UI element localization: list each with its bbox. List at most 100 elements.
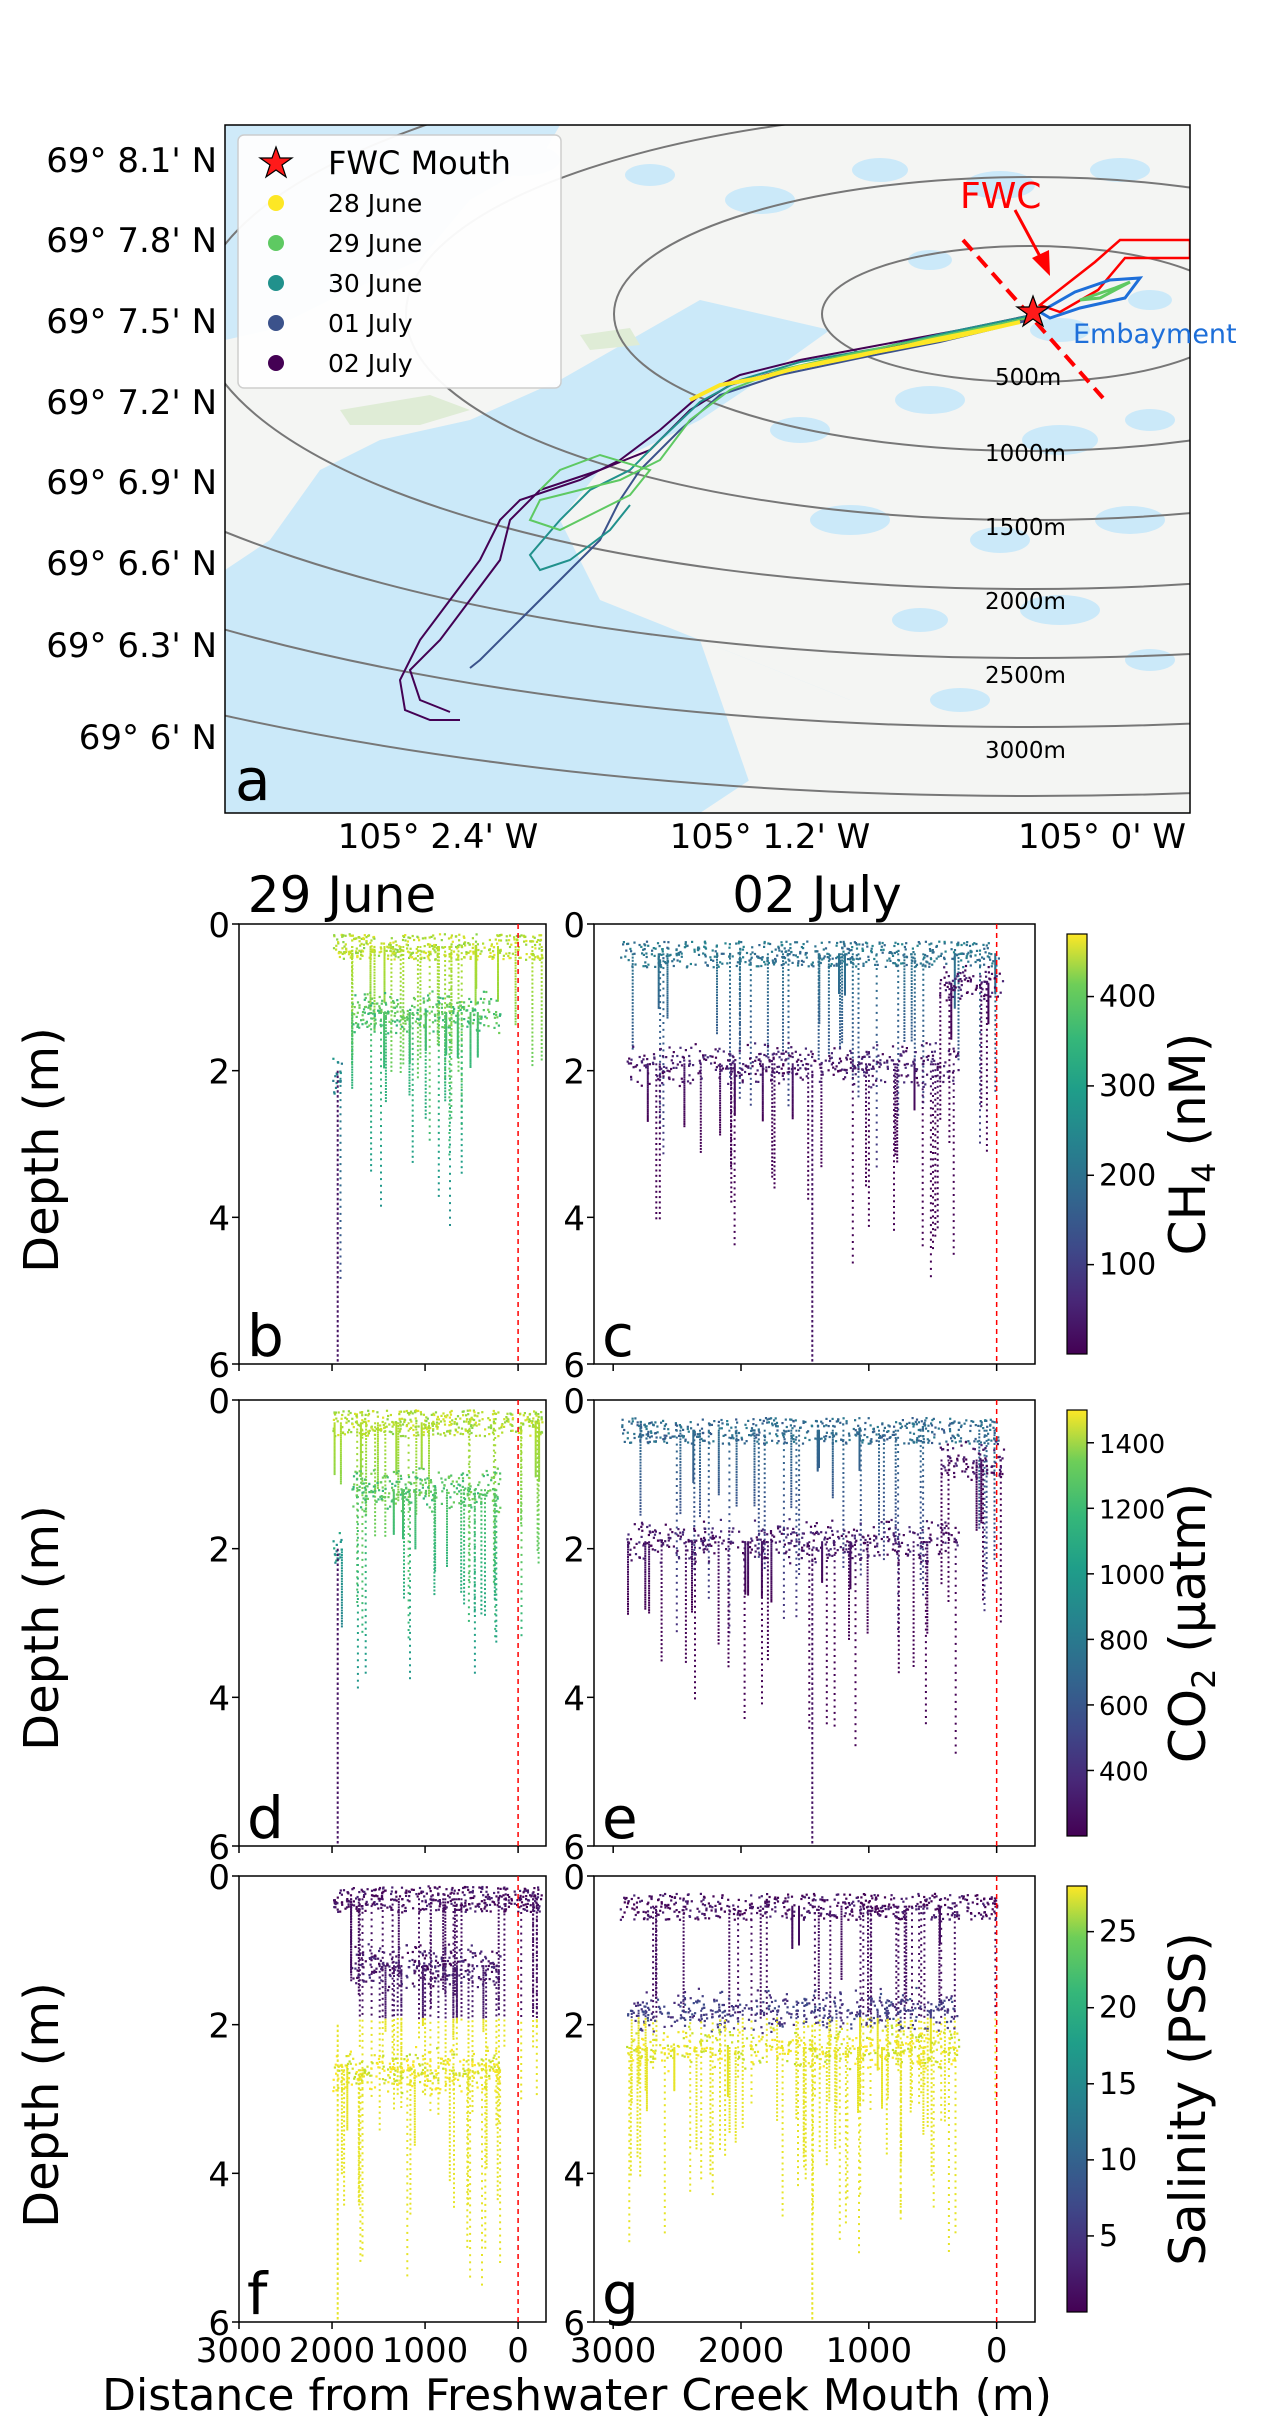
profile-point xyxy=(957,1022,960,1025)
profile-point xyxy=(370,1147,373,1150)
profile-point xyxy=(893,1069,895,1071)
data-point xyxy=(802,960,805,963)
profile-point xyxy=(424,1040,427,1043)
data-point xyxy=(966,941,969,944)
profile-point xyxy=(953,1006,956,1009)
data-point xyxy=(426,1010,429,1013)
profile-point xyxy=(497,962,499,965)
profile-point xyxy=(903,992,906,995)
profile-point xyxy=(994,1028,997,1031)
profile-point xyxy=(766,984,769,987)
data-point xyxy=(754,1042,757,1045)
profile-point xyxy=(875,1063,878,1066)
profile-point xyxy=(448,974,451,977)
profile-point xyxy=(932,1209,934,1212)
profile-point xyxy=(729,1033,731,1036)
profile-point xyxy=(411,1083,414,1086)
profile-point xyxy=(408,1044,411,1047)
profile-point xyxy=(655,1084,658,1087)
profile-point xyxy=(733,1094,736,1097)
data-point xyxy=(970,951,973,954)
profile-point xyxy=(773,1144,776,1146)
profile-point xyxy=(730,1126,732,1129)
profile-point xyxy=(953,955,956,958)
profile-point xyxy=(851,996,854,999)
data-point xyxy=(722,1050,725,1053)
profile-point xyxy=(380,1025,382,1028)
data-point xyxy=(626,1060,629,1063)
data-point xyxy=(698,1059,701,1062)
data-point xyxy=(865,1069,868,1072)
profile-point xyxy=(929,1172,932,1175)
profile-point xyxy=(383,1049,386,1052)
data-point xyxy=(633,941,636,944)
profile-point xyxy=(383,1062,386,1065)
profile-point xyxy=(761,1078,764,1081)
profile-point xyxy=(820,1080,823,1083)
profile-point xyxy=(666,986,669,989)
data-point xyxy=(797,960,800,963)
profile-point xyxy=(817,1032,820,1035)
profile-point xyxy=(936,1085,939,1088)
profile-point xyxy=(841,962,844,965)
data-point xyxy=(459,1008,462,1012)
profile-point xyxy=(787,958,790,961)
profile-point xyxy=(733,1079,736,1081)
data-point xyxy=(972,975,975,978)
data-point xyxy=(897,1074,900,1077)
data-point xyxy=(935,945,938,948)
profile-point xyxy=(733,1098,736,1101)
profile-point xyxy=(730,1119,732,1122)
profile-point xyxy=(910,1000,913,1003)
profile-point xyxy=(666,1001,669,1004)
profile-point xyxy=(699,1075,702,1078)
profile-point xyxy=(655,1190,658,1193)
data-point xyxy=(463,956,466,959)
profile-point xyxy=(444,1039,447,1042)
profile-point xyxy=(739,1040,741,1043)
profile-point xyxy=(373,1005,376,1008)
profile-point xyxy=(749,1025,752,1028)
data-point xyxy=(499,939,503,942)
profile-point xyxy=(437,969,440,972)
profile-point xyxy=(934,1169,937,1172)
profile-point xyxy=(540,1046,543,1049)
profile-point xyxy=(474,963,477,966)
profile-point xyxy=(787,1083,790,1086)
profile-point xyxy=(683,1086,686,1089)
profile-point xyxy=(875,1077,878,1080)
profile-point xyxy=(474,981,477,984)
profile-point xyxy=(531,1064,534,1067)
profile-point xyxy=(761,1094,764,1097)
profile-point xyxy=(450,1040,453,1043)
profile-point xyxy=(450,967,453,970)
profile-point xyxy=(929,1099,932,1102)
data-point xyxy=(538,957,541,960)
data-point xyxy=(929,949,932,952)
data-point xyxy=(661,1072,664,1075)
profile-point xyxy=(827,980,830,983)
profile-point xyxy=(749,1036,752,1039)
data-point xyxy=(910,1081,913,1084)
profile-point xyxy=(841,995,844,998)
profile-point xyxy=(827,1021,830,1024)
profile-point xyxy=(402,962,405,965)
profile-point xyxy=(383,963,386,965)
profile-point xyxy=(839,969,841,972)
profile-point xyxy=(729,1008,731,1011)
profile-point xyxy=(424,1038,427,1041)
profile-point xyxy=(444,997,447,1000)
data-point xyxy=(940,952,943,955)
profile-point xyxy=(857,972,860,975)
profile-point xyxy=(766,974,769,976)
profile-point xyxy=(936,1130,939,1133)
data-point xyxy=(392,950,395,953)
profile-point xyxy=(730,1084,732,1087)
lat-label: 69° 6' N xyxy=(79,718,217,758)
data-point xyxy=(1001,980,1005,983)
data-point xyxy=(360,954,363,957)
data-point xyxy=(957,1052,960,1055)
data-point xyxy=(665,1056,668,1059)
profile-point xyxy=(851,1193,854,1196)
data-point xyxy=(643,943,646,946)
